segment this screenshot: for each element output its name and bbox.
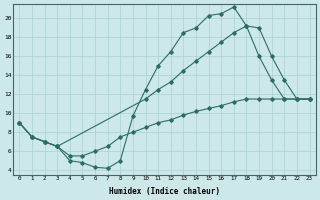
X-axis label: Humidex (Indice chaleur): Humidex (Indice chaleur) xyxy=(109,187,220,196)
